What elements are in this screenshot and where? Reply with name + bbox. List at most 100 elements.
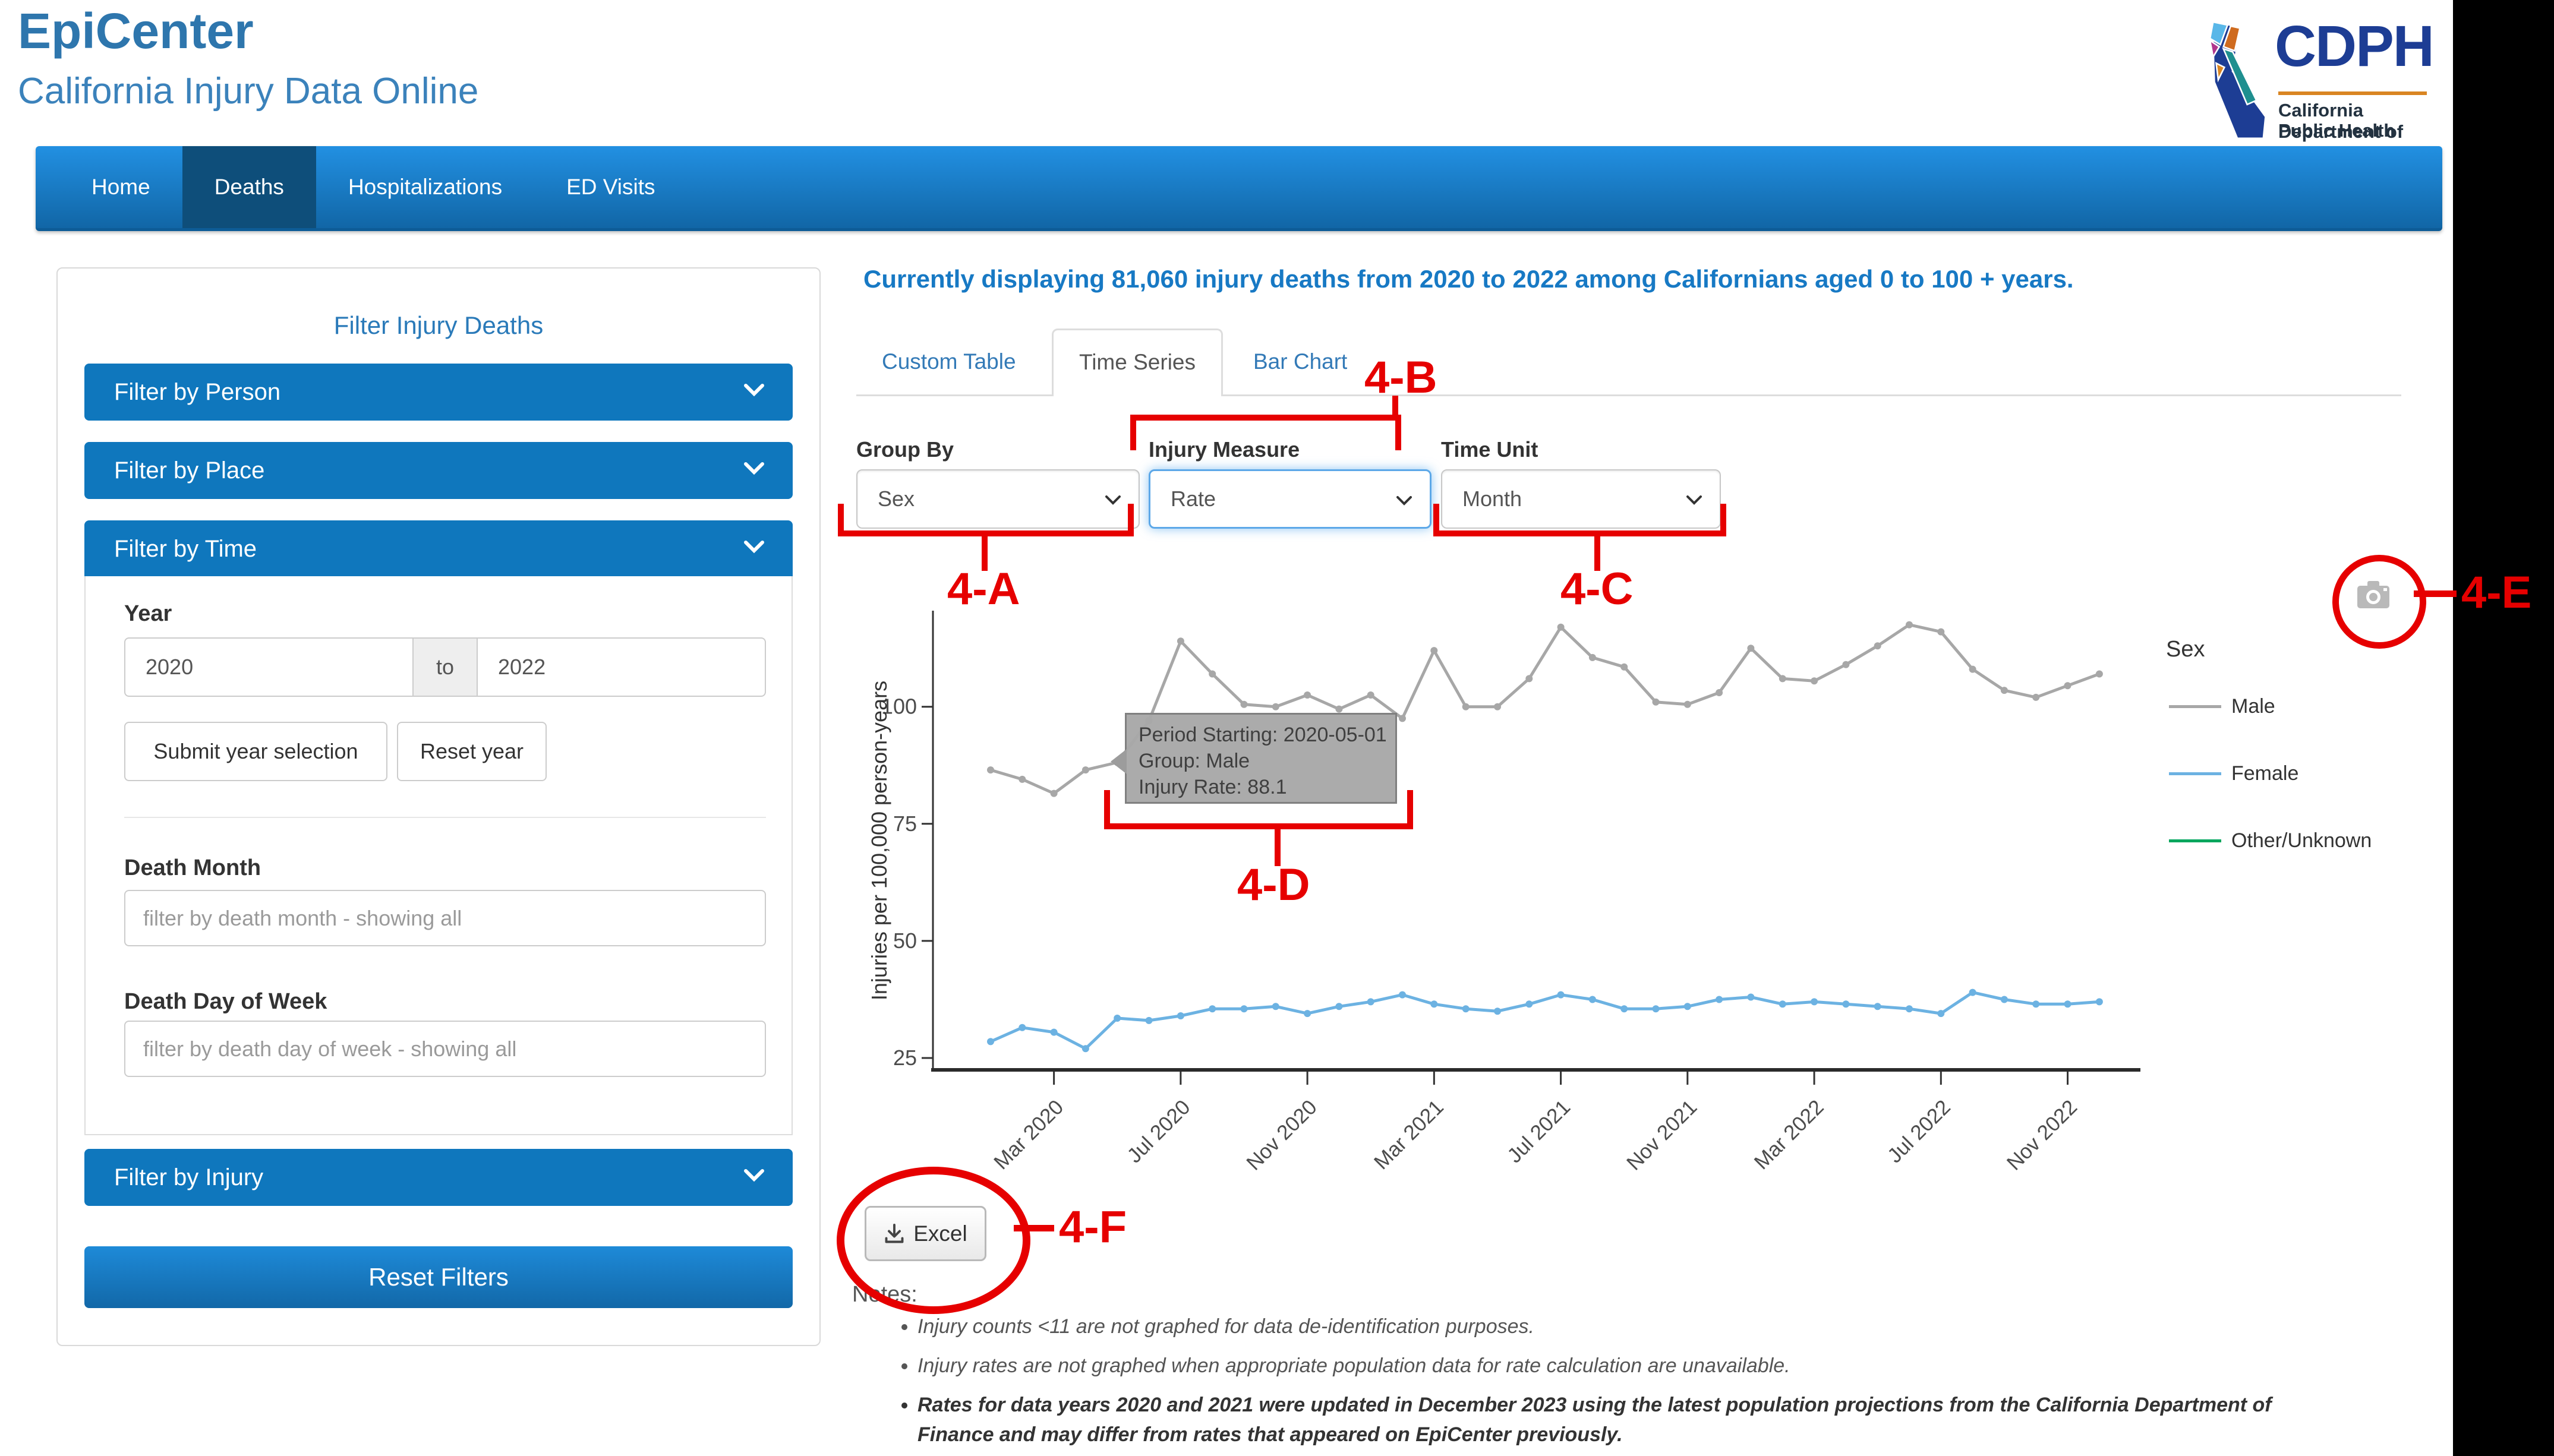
tab-bar-chart[interactable]: Bar Chart — [1253, 349, 1348, 374]
tooltip-period: Period Starting: 2020-05-01 — [1139, 724, 1387, 746]
injury-measure-select[interactable]: Rate — [1149, 469, 1431, 529]
chevron-down-icon — [744, 462, 764, 475]
annotation-4c-tick — [1720, 504, 1726, 536]
filter-by-time-panel: Year to Submit year selection Reset year… — [84, 576, 793, 1135]
year-to-input[interactable] — [477, 637, 766, 697]
notes-list: Injury counts <11 are not graphed for da… — [890, 1312, 2332, 1456]
annotation-4a-label: 4-A — [947, 564, 1020, 614]
nav-item-hospitalizations[interactable]: Hospitalizations — [348, 175, 503, 199]
annotation-4d-stem — [1275, 829, 1281, 866]
annotation-4b-stem — [1392, 396, 1398, 418]
y-axis-title: Injuries per 100,000 person-years — [867, 681, 891, 1000]
year-to-addon: to — [414, 637, 477, 697]
annotation-4e-circle — [2332, 555, 2426, 649]
annotation-4c-bracket — [1433, 530, 1726, 536]
tab-time-series[interactable]: Time Series — [1052, 329, 1223, 396]
annotation-4b-tick — [1130, 421, 1136, 450]
accordion-label: Filter by Time — [114, 536, 257, 562]
legend-swatch — [2169, 705, 2221, 708]
series-line-male — [990, 623, 2100, 795]
accordion-label: Filter by Injury — [114, 1164, 264, 1190]
california-shape-icon — [2209, 21, 2265, 138]
death-day-of-week-input[interactable] — [124, 1021, 766, 1077]
death-month-input[interactable] — [124, 890, 766, 946]
selected-value: Sex — [878, 487, 915, 511]
time-series-chart[interactable]: 25 50 75 100 Mar 2020 Jul 2020 Nov 2020 Mar 202… — [832, 594, 2216, 1188]
annotation-4d-tick — [1104, 790, 1110, 823]
reset-filters-button[interactable]: Reset Filters — [84, 1246, 793, 1308]
nav-item-deaths[interactable]: Deaths — [182, 146, 316, 228]
x-tick-label: Jul 2021 — [1503, 1095, 1575, 1167]
series-line-female — [989, 991, 2100, 1050]
submit-year-button[interactable]: Submit year selection — [124, 722, 387, 781]
year-label: Year — [124, 601, 172, 626]
x-tick-label: Jul 2020 — [1123, 1095, 1194, 1167]
status-text: Currently displaying 81,060 injury death… — [863, 265, 2074, 293]
injury-measure-label: Injury Measure — [1149, 437, 1300, 462]
annotation-4a-stem — [982, 536, 988, 571]
legend-label: Other/Unknown — [2231, 829, 2372, 852]
annotation-4a-tick — [1128, 504, 1134, 536]
annotation-4d-label: 4-D — [1237, 860, 1310, 910]
chart-tooltip: Period Starting: 2020-05-01 Group: Male … — [1111, 713, 1397, 804]
note-item: Injury counts <11 are not graphed for da… — [917, 1312, 2332, 1341]
annotation-4e-label: 4-E — [2461, 567, 2532, 618]
selected-value: Rate — [1171, 487, 1216, 511]
divider — [124, 817, 766, 818]
annotation-4f-circle — [837, 1167, 1030, 1314]
screenshot-black-margin — [2453, 0, 2554, 1456]
annotation-4c-stem — [1594, 536, 1600, 571]
reset-year-button[interactable]: Reset year — [397, 722, 547, 781]
logo-dept-line1: California Department of — [2278, 100, 2404, 142]
x-tick-label: Nov 2020 — [1242, 1095, 1322, 1175]
year-from-input[interactable] — [124, 637, 414, 697]
death-month-label: Death Month — [124, 855, 261, 880]
accordion-label: Filter by Person — [114, 379, 281, 405]
annotation-4c-tick — [1433, 504, 1439, 536]
accordion-label: Filter by Place — [114, 457, 265, 484]
selected-value: Month — [1462, 487, 1522, 511]
annotation-4a-bracket — [838, 530, 1134, 536]
select-caret-icon — [1686, 495, 1702, 505]
time-unit-select[interactable]: Month — [1441, 469, 1721, 529]
y-tick-label: 100 — [881, 694, 917, 719]
tooltip-rate: Injury Rate: 88.1 — [1139, 776, 1287, 798]
legend-label: Male — [2231, 695, 2275, 718]
annotation-4d-bracket — [1104, 823, 1413, 829]
accordion-filter-by-place[interactable]: Filter by Place — [84, 442, 793, 499]
main-nav: Home Deaths Hospitalizations ED Visits — [36, 146, 2442, 231]
tooltip-group: Group: Male — [1139, 750, 1250, 772]
tab-divider — [856, 394, 2401, 396]
chevron-down-icon — [744, 1169, 764, 1182]
death-day-of-week-label: Death Day of Week — [124, 989, 327, 1014]
annotation-4f-label: 4-F — [1059, 1202, 1127, 1252]
annotation-4a-tick — [838, 504, 844, 536]
y-tick-label: 50 — [893, 928, 917, 953]
accordion-filter-by-person[interactable]: Filter by Person — [84, 364, 793, 421]
x-tick-label: Mar 2022 — [1750, 1095, 1828, 1174]
nav-item-home[interactable]: Home — [92, 175, 150, 199]
legend-label: Female — [2231, 762, 2299, 785]
chevron-down-icon — [744, 541, 764, 554]
legend-swatch — [2169, 772, 2221, 775]
tab-custom-table[interactable]: Custom Table — [882, 349, 1016, 374]
group-by-select[interactable]: Sex — [856, 469, 1140, 529]
note-item: Injury rates are not graphed when approp… — [917, 1351, 2332, 1381]
annotation-4e-dash — [2414, 590, 2457, 597]
select-caret-icon — [1105, 495, 1121, 505]
legend-title: Sex — [2166, 637, 2205, 662]
logo-acronym: CDPH — [2275, 14, 2435, 78]
chevron-down-icon — [744, 384, 764, 397]
group-by-label: Group By — [856, 437, 954, 462]
legend-swatch — [2169, 839, 2221, 842]
accordion-filter-by-injury[interactable]: Filter by Injury — [84, 1149, 793, 1206]
x-tick-label: Jul 2022 — [1883, 1095, 1955, 1167]
x-tick-label: Nov 2022 — [2003, 1095, 2082, 1175]
app-title: EpiCenter — [18, 3, 254, 59]
app-subtitle: California Injury Data Online — [18, 71, 479, 112]
accordion-filter-by-time[interactable]: Filter by Time — [84, 520, 793, 577]
annotation-4b-bracket — [1130, 415, 1401, 421]
nav-item-ed-visits[interactable]: ED Visits — [566, 175, 655, 199]
annotation-4b-tick — [1395, 421, 1401, 450]
